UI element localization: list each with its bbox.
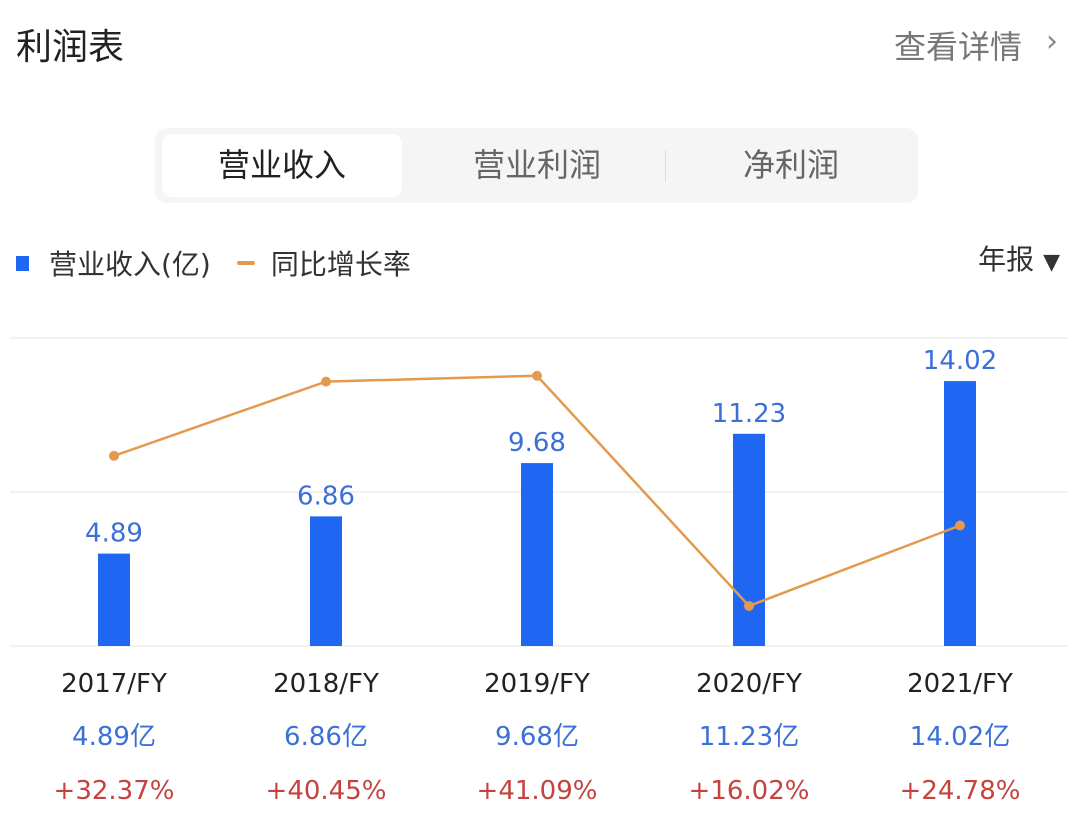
view-details-link[interactable]: 查看详情 <box>893 28 1022 66</box>
growth-point <box>532 370 542 381</box>
x-tick-label: 2021/FY <box>907 669 1013 699</box>
chevron-right-icon[interactable]: › <box>1046 24 1058 59</box>
growth-value: +32.37% <box>54 776 175 806</box>
period-label: 年报 <box>978 243 1035 276</box>
tab-revenue[interactable]: 营业收入 <box>162 134 402 197</box>
x-tick-label: 2017/FY <box>61 669 167 699</box>
tab-net-profit[interactable]: 净利润 <box>742 146 839 184</box>
revenue-value: 11.23亿 <box>699 722 799 752</box>
legend-revenue: 营业收入(亿) <box>49 248 211 281</box>
growth-point <box>109 450 119 461</box>
revenue-value: 6.86亿 <box>284 722 368 752</box>
tab-divider <box>665 150 666 182</box>
revenue-value: 9.68亿 <box>495 722 579 752</box>
tab-operating-profit[interactable]: 营业利润 <box>472 146 601 184</box>
revenue-bar <box>521 463 553 646</box>
growth-value: +24.78% <box>900 776 1021 806</box>
revenue-bar <box>98 553 130 646</box>
bar-data-label: 14.02 <box>923 346 997 376</box>
metric-tabs: 营业收入 营业利润 净利润 <box>155 128 918 203</box>
growth-point <box>321 376 331 387</box>
revenue-value: 14.02亿 <box>910 722 1010 752</box>
growth-point <box>955 520 965 531</box>
legend-growth: 同比增长率 <box>270 248 411 281</box>
page-title: 利润表 <box>16 27 125 68</box>
legend-line-swatch <box>236 261 255 265</box>
revenue-bar <box>310 516 342 646</box>
bar-data-label: 11.23 <box>712 399 786 429</box>
revenue-bar <box>733 433 765 646</box>
revenue-bar <box>944 381 976 646</box>
revenue-value: 4.89亿 <box>72 722 156 752</box>
bar-data-label: 9.68 <box>508 428 566 458</box>
x-tick-label: 2019/FY <box>484 669 590 699</box>
chart-legend: 营业收入(亿) 同比增长率 <box>16 243 411 283</box>
bar-data-label: 6.86 <box>297 481 355 511</box>
period-select[interactable]: 年报 ▼ <box>978 238 1060 278</box>
caret-down-icon: ▼ <box>1043 250 1060 275</box>
growth-value: +16.02% <box>689 776 810 806</box>
growth-value: +40.45% <box>266 776 387 806</box>
growth-point <box>744 600 754 611</box>
growth-value: +41.09% <box>477 776 598 806</box>
legend-bar-swatch <box>16 255 29 271</box>
x-tick-label: 2018/FY <box>273 669 379 699</box>
bar-data-label: 4.89 <box>85 519 143 549</box>
x-tick-label: 2020/FY <box>696 669 802 699</box>
